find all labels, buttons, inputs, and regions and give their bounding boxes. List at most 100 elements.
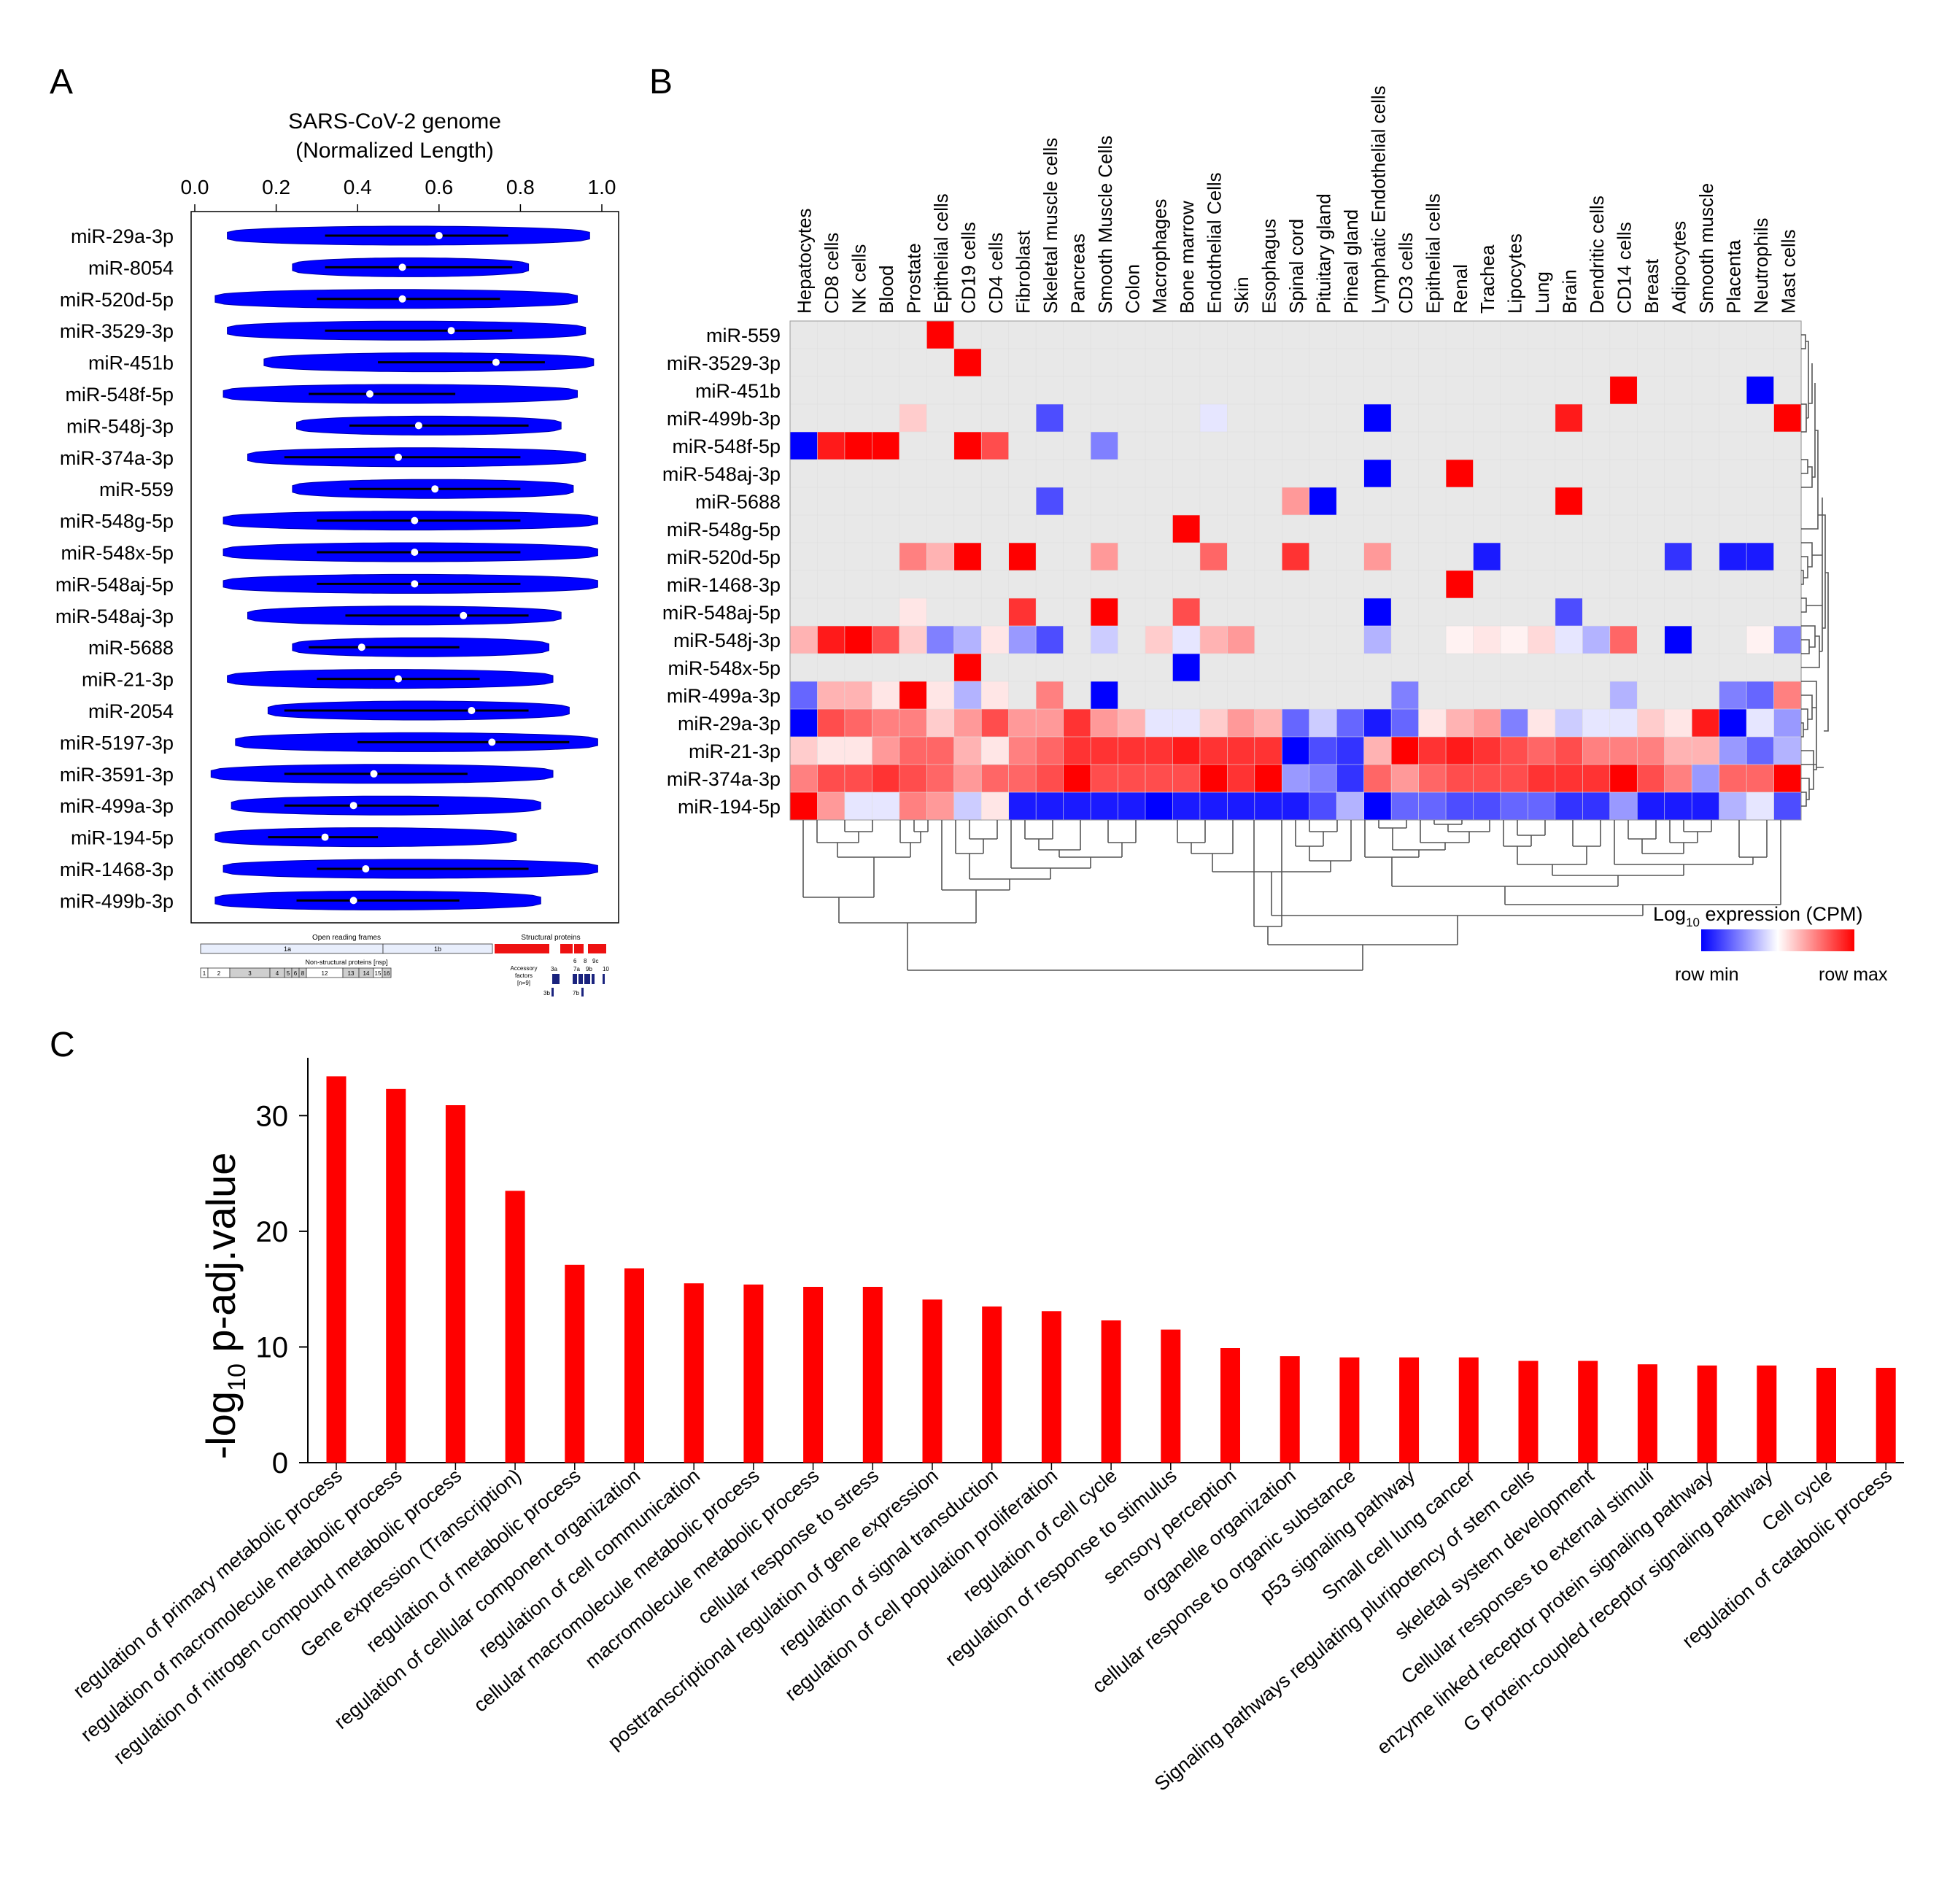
heatmap-cell — [1145, 403, 1174, 433]
heatmap-cell — [1719, 792, 1747, 821]
heatmap-cell — [1118, 459, 1146, 488]
violin-row-label: miR-21-3p — [82, 669, 174, 691]
heatmap-cell — [1145, 542, 1174, 571]
heatmap-cell — [1473, 542, 1501, 571]
nsp-label: Non-structural proteins [nsp] — [305, 959, 387, 966]
heatmap-cell — [980, 708, 1010, 738]
heatmap-cell — [844, 792, 873, 821]
heatmap-cell — [1719, 570, 1747, 599]
violin-row: miR-194-5p — [71, 827, 517, 849]
heatmap-cell — [1390, 736, 1420, 765]
heatmap-cell — [953, 625, 982, 654]
accessory-8-label: 8 — [584, 958, 587, 964]
heatmap-cell — [1090, 348, 1119, 377]
accessory-7b-box — [581, 988, 584, 996]
heatmap-cell — [1473, 487, 1501, 516]
heatmap-cell — [1227, 348, 1255, 377]
heatmap-cell — [1582, 403, 1611, 433]
heatmap-cell — [1691, 736, 1720, 765]
nsp-number: 8 — [301, 970, 305, 977]
heatmap-cell — [1664, 514, 1692, 543]
heatmap-cell — [1719, 542, 1747, 571]
heatmap-cell — [1118, 764, 1146, 793]
heatmap-cell — [1555, 348, 1584, 377]
heatmap-cell — [1555, 708, 1584, 738]
heatmap-cell — [1227, 514, 1255, 543]
heatmap-cell — [1008, 431, 1037, 460]
heatmap-cell — [1636, 570, 1665, 599]
violin-row: miR-548g-5p — [60, 511, 598, 533]
heatmap-cell — [1418, 597, 1447, 627]
bar-x-tick-label: regulation of catabolic process — [1678, 1465, 1896, 1652]
heatmap-cell — [980, 736, 1010, 765]
nsp-number: 14 — [363, 970, 370, 977]
heatmap-cell — [1390, 431, 1420, 460]
heatmap-cell — [1636, 514, 1665, 543]
violin-row-label: miR-5197-3p — [60, 732, 174, 754]
heatmap-cell — [1445, 681, 1474, 710]
heatmap-row-label: miR-548x-5p — [667, 657, 781, 679]
heatmap-cell — [1281, 792, 1310, 821]
heatmap-cell — [789, 514, 818, 543]
heatmap-cell — [872, 487, 900, 516]
violin-x-tick-label: 0.2 — [262, 176, 290, 198]
heatmap-cell — [1118, 542, 1146, 571]
heatmap-cell — [953, 431, 982, 460]
heatmap-cell — [926, 320, 955, 349]
violin-x-tick-label: 1.0 — [588, 176, 616, 198]
heatmap-cell — [1746, 403, 1775, 433]
heatmap-cell — [817, 653, 845, 682]
heatmap-column-label: Prostate — [903, 243, 925, 314]
heatmap-cell — [1035, 764, 1064, 793]
violin-row: miR-29a-3p — [71, 225, 590, 247]
heatmap-cell — [1363, 681, 1392, 710]
heatmap-cell — [789, 653, 818, 682]
heatmap-cell — [1363, 764, 1392, 793]
heatmap-cell — [899, 653, 927, 682]
legend-min-label: row min — [1675, 964, 1739, 985]
heatmap-cell — [1390, 570, 1420, 599]
legend-title: Log10 expression (CPM) — [1653, 903, 1863, 929]
violin-median-point — [488, 738, 496, 746]
heatmap-cell — [817, 514, 845, 543]
nsp-number: 4 — [276, 970, 279, 977]
heatmap-cell — [1035, 653, 1064, 682]
violin-median-point — [395, 675, 402, 683]
heatmap-cell — [1336, 764, 1365, 793]
accessory-6-box — [573, 974, 577, 984]
heatmap-cell — [1063, 597, 1091, 627]
heatmap-cell — [1118, 736, 1146, 765]
heatmap-cell — [1390, 459, 1420, 488]
violin-row: miR-3591-3p — [60, 764, 554, 786]
heatmap-cell — [1555, 403, 1584, 433]
heatmap-cell — [1609, 570, 1638, 599]
heatmap-cell — [1746, 570, 1775, 599]
violin-row: miR-520d-5p — [60, 289, 578, 311]
heatmap-cell — [1309, 431, 1337, 460]
heatmap-cell — [1363, 403, 1392, 433]
heatmap-cell — [817, 376, 845, 405]
heatmap-column-label: Neutrophils — [1750, 217, 1772, 314]
heatmap-cell — [1172, 487, 1201, 516]
heatmap-cell — [1582, 792, 1611, 821]
heatmap-cell — [1473, 708, 1501, 738]
heatmap-cell — [817, 570, 845, 599]
heatmap-cell — [899, 681, 927, 710]
violin-x-axis: 0.0 0.2 0.4 0.6 0.8 1.0 — [181, 176, 616, 212]
heatmap-cell — [1363, 542, 1392, 571]
bar — [326, 1076, 347, 1463]
heatmap-cell — [1746, 514, 1775, 543]
heatmap-cell — [1254, 597, 1282, 627]
nsp-number: 15 — [375, 970, 382, 977]
heatmap-cell — [1063, 348, 1091, 377]
heatmap-cell — [789, 348, 818, 377]
violin-row: miR-8054 — [88, 257, 530, 279]
heatmap-cell — [1172, 681, 1201, 710]
heatmap-cell — [980, 653, 1010, 682]
heatmap-cell — [872, 708, 900, 738]
heatmap-cell — [1199, 320, 1228, 349]
heatmap-cell — [1555, 764, 1584, 793]
heatmap-cell — [1281, 376, 1310, 405]
heatmap-cell — [1582, 431, 1611, 460]
